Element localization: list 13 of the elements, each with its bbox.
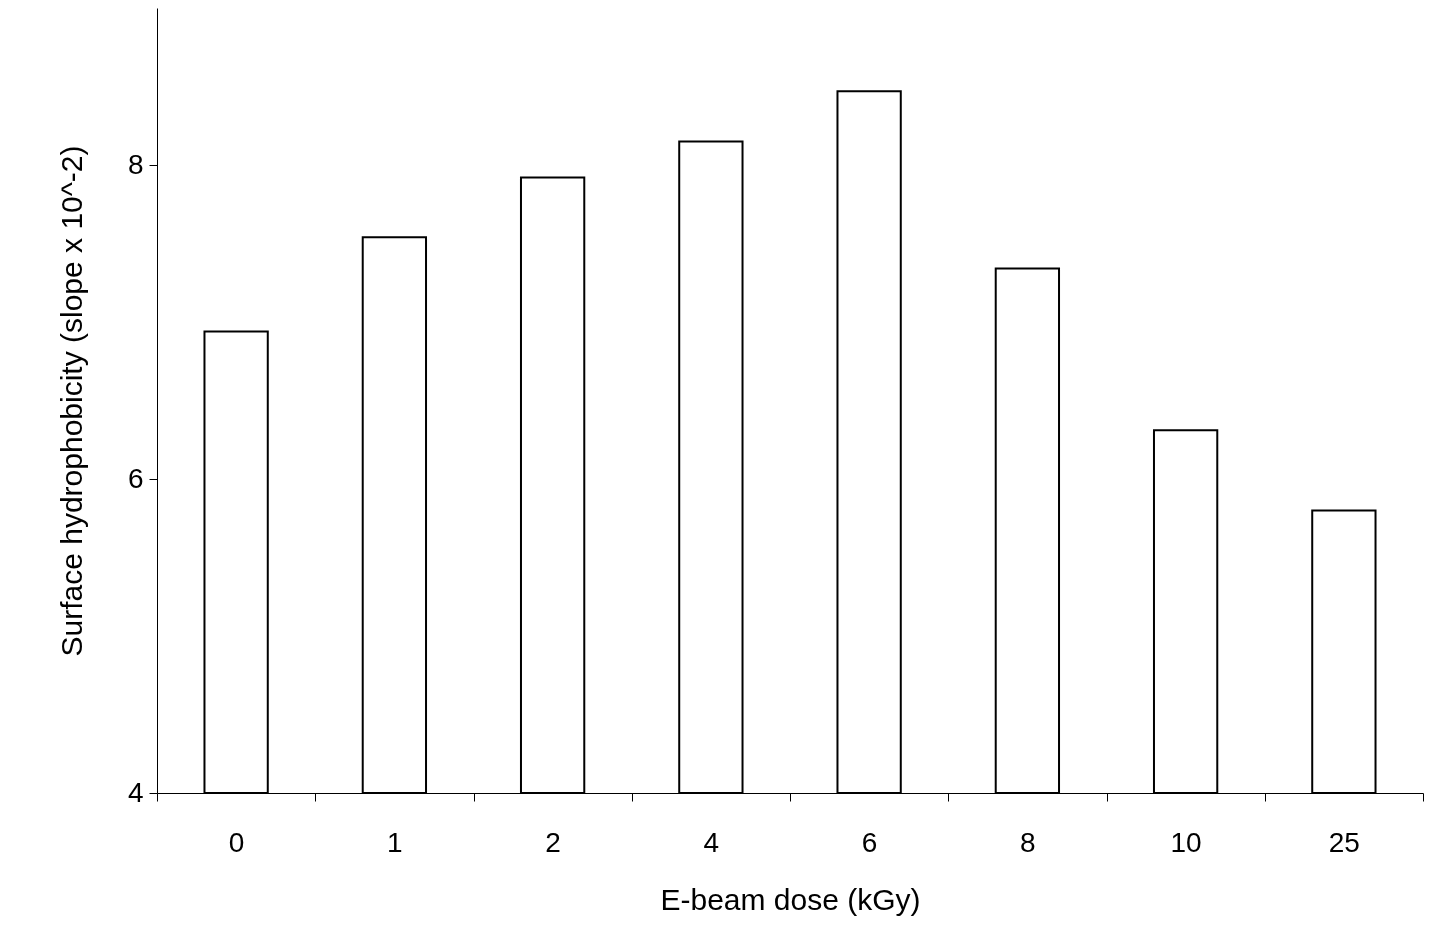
x-tick-label: 6 (861, 826, 878, 858)
x-tick-label: 4 (703, 826, 720, 858)
x-tick-label: 1 (387, 826, 403, 858)
x-axis-title: E-beam dose (kGy) (660, 882, 921, 916)
x-tick-label: 10 (1170, 826, 1202, 858)
y-tick-label: 4 (127, 776, 144, 808)
y-axis-title: Surface hydrophobicity (slope x 10^-2) (54, 145, 88, 657)
y-tick-label: 8 (127, 148, 144, 180)
y-tick-label: 6 (127, 462, 144, 494)
x-tick-label: 8 (1020, 826, 1036, 858)
x-tick-label: 25 (1328, 826, 1360, 858)
x-tick-label: 0 (228, 826, 245, 858)
x-tick-label: 2 (545, 826, 561, 858)
